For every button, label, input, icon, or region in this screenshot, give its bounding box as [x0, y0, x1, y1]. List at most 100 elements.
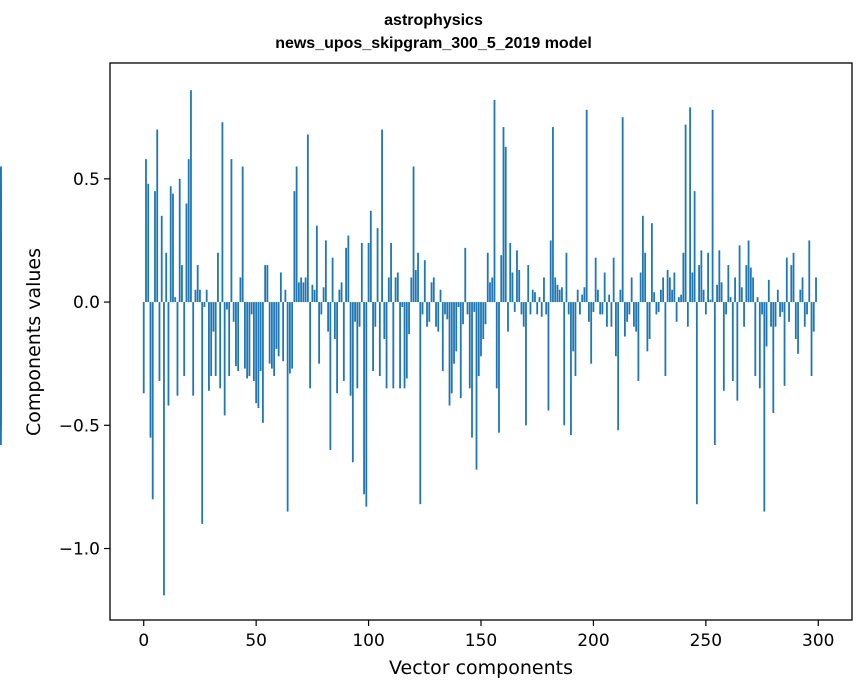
bar	[201, 302, 204, 524]
bar	[610, 302, 613, 327]
bar	[722, 302, 725, 391]
bar	[318, 302, 321, 364]
bar	[471, 302, 473, 438]
bar	[716, 284, 718, 303]
bar	[313, 289, 316, 303]
bar	[729, 297, 732, 303]
bar	[358, 302, 361, 327]
bar	[477, 302, 480, 377]
bar	[700, 250, 703, 303]
bar	[794, 302, 797, 340]
bar	[270, 302, 273, 369]
bar	[799, 289, 802, 303]
bar	[396, 272, 399, 303]
bar	[489, 282, 491, 303]
bar	[432, 277, 435, 303]
bar	[765, 302, 768, 347]
bar	[785, 257, 788, 303]
bar	[662, 277, 665, 303]
bar	[761, 302, 763, 315]
bar	[680, 294, 683, 303]
bar	[208, 302, 210, 391]
bar	[212, 302, 215, 332]
bar	[675, 302, 678, 322]
bar	[295, 166, 298, 303]
bar	[666, 270, 669, 303]
bar	[801, 277, 804, 303]
bar	[619, 289, 622, 303]
bar	[403, 302, 406, 389]
bar	[594, 257, 597, 303]
bar	[455, 302, 458, 352]
bar	[653, 292, 656, 303]
bar	[178, 178, 181, 303]
bar	[686, 302, 689, 327]
bar	[486, 252, 489, 303]
bar	[475, 302, 478, 470]
bar	[205, 289, 208, 303]
bar	[531, 289, 534, 303]
bar	[417, 252, 419, 303]
bar	[462, 302, 464, 325]
bar	[176, 302, 179, 396]
bar	[160, 215, 163, 303]
bar	[324, 240, 327, 303]
bar	[709, 299, 712, 303]
bar	[504, 146, 507, 303]
bar	[783, 302, 786, 386]
bar	[637, 302, 640, 381]
bar	[702, 289, 705, 303]
bar	[673, 272, 676, 303]
bar	[484, 302, 487, 325]
bar	[365, 302, 368, 507]
bar	[363, 302, 365, 495]
bar	[779, 302, 781, 317]
bar	[740, 287, 743, 303]
bar	[394, 277, 397, 303]
bar	[392, 302, 395, 389]
bar	[257, 302, 260, 409]
bar	[147, 183, 150, 303]
bar	[668, 277, 671, 303]
bar	[390, 242, 392, 303]
bar	[183, 302, 186, 377]
bar	[435, 302, 437, 327]
bar	[565, 252, 568, 303]
x-tick-label: 150	[465, 631, 497, 651]
bar	[253, 302, 255, 381]
bar	[583, 287, 586, 303]
bar	[473, 302, 476, 312]
bar	[181, 265, 183, 303]
bar	[372, 302, 374, 372]
bar	[558, 289, 561, 303]
bar	[291, 302, 294, 369]
bar	[621, 117, 624, 303]
bar	[507, 302, 509, 332]
bar	[677, 297, 680, 303]
bar	[664, 302, 667, 377]
bar	[671, 289, 674, 303]
bar	[608, 294, 611, 303]
bar	[597, 289, 599, 303]
bar	[333, 302, 336, 340]
bar	[650, 223, 653, 303]
bar	[480, 302, 482, 357]
bar	[282, 302, 285, 362]
bar	[606, 302, 608, 327]
bar	[192, 302, 195, 396]
bar	[338, 289, 341, 303]
bar	[203, 302, 206, 307]
bar	[275, 302, 278, 349]
bar	[534, 292, 536, 303]
bar	[704, 302, 707, 315]
bar	[522, 302, 525, 327]
bar	[320, 302, 323, 315]
bar	[262, 302, 264, 423]
bar	[713, 302, 716, 446]
bar	[758, 302, 761, 389]
bar	[572, 302, 575, 352]
bar	[437, 302, 440, 332]
bar	[482, 302, 485, 340]
bar	[410, 277, 413, 303]
bar	[369, 210, 372, 303]
